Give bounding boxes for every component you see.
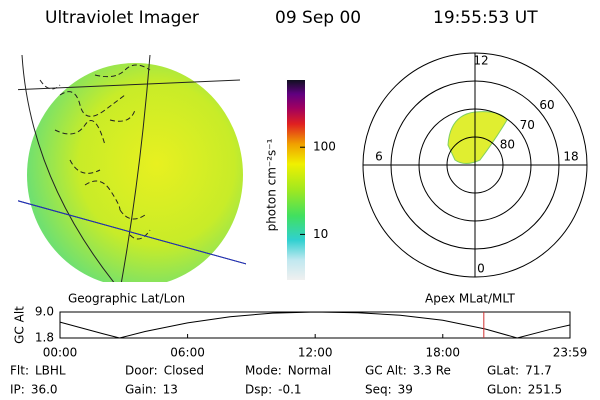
field-label: Door:: [125, 364, 158, 378]
instrument: Ultraviolet Imager: [45, 8, 199, 28]
field-label: Seq:: [365, 383, 392, 397]
field-label: GLon:: [487, 383, 522, 397]
field-value: -0.1: [278, 383, 301, 397]
mlt-label: 6: [375, 150, 383, 164]
field-value: 251.5: [528, 383, 562, 397]
field-label: GLat:: [487, 364, 519, 378]
field-value: Normal: [288, 364, 331, 378]
field-label: Gain:: [125, 383, 157, 397]
y-tick-label: 9.0: [35, 305, 54, 319]
field-value: 36.0: [31, 383, 58, 397]
mlt-label: 12: [473, 54, 488, 68]
mlt-label: 0: [477, 262, 485, 276]
polar-label: Apex MLat/MLT: [425, 292, 515, 306]
y-tick-label: 1.8: [35, 331, 54, 345]
x-tick-label: 23:59: [553, 346, 588, 360]
altitude-ylabel: GC Alt: [13, 306, 27, 344]
field-label: IP:: [10, 383, 25, 397]
colorbar-tick-label: 10: [313, 227, 328, 241]
field-label: Dsp:: [245, 383, 272, 397]
field-value: 39: [398, 383, 413, 397]
mlt-label: 18: [563, 150, 578, 164]
field-value: Closed: [164, 364, 204, 378]
mlat-label: 70: [520, 118, 535, 132]
field-value: 13: [163, 383, 178, 397]
x-tick-label: 06:00: [170, 346, 205, 360]
time: 19:55:53 UT: [433, 8, 538, 28]
x-tick-label: 00:00: [43, 346, 78, 360]
field-value: 3.3 Re: [413, 364, 451, 378]
x-tick-label: 18:00: [425, 346, 460, 360]
field-label: Mode:: [245, 364, 282, 378]
colorbar-label: photon cm⁻²s⁻¹: [265, 138, 279, 231]
date: 09 Sep 00: [275, 8, 361, 28]
colorbar-tick-label: 100: [313, 140, 336, 154]
x-tick-label: 12:00: [298, 346, 333, 360]
colorbar: [287, 80, 305, 280]
field-label: Flt:: [10, 364, 29, 378]
mlat-label: 80: [500, 138, 515, 152]
field-value: LBHL: [35, 364, 66, 378]
earth-image: [18, 54, 246, 282]
image-label: Geographic Lat/Lon: [68, 292, 185, 306]
field-label: GC Alt:: [365, 364, 407, 378]
field-value: 71.7: [525, 364, 552, 378]
mlat-label: 60: [539, 98, 554, 112]
altitude-curve: [59, 311, 571, 339]
